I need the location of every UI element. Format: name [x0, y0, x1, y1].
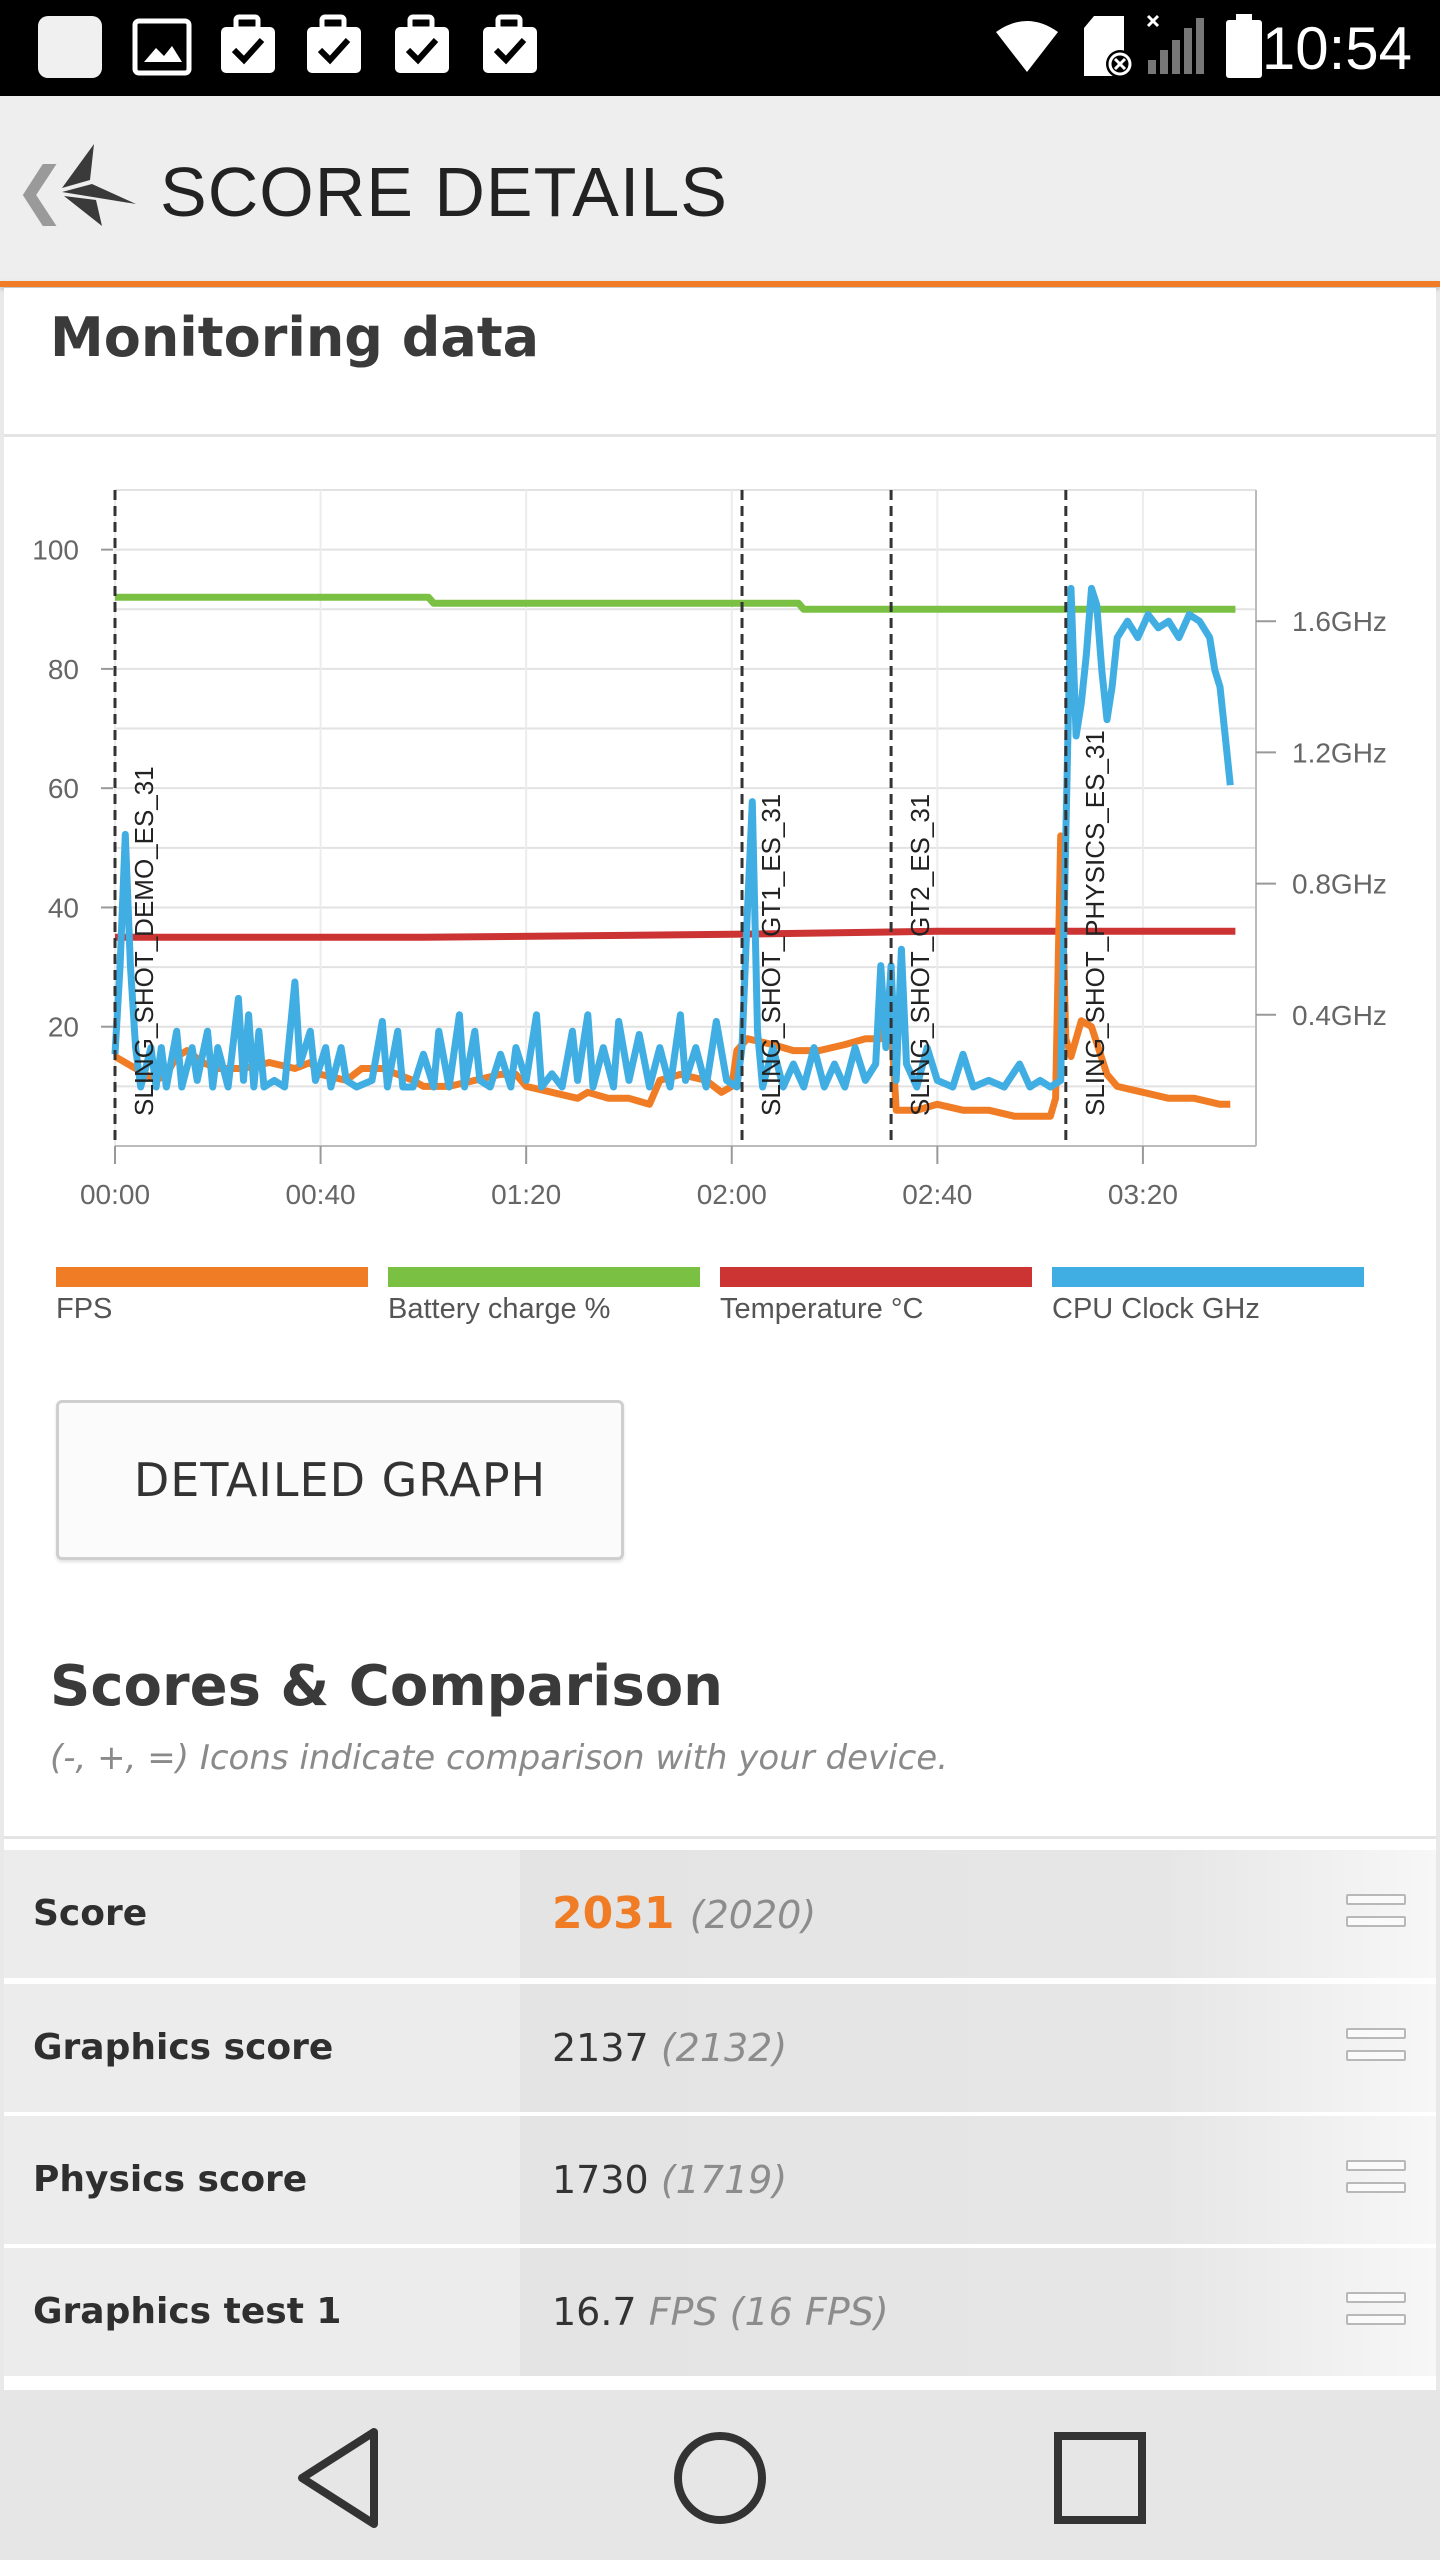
signal-icon [1146, 14, 1204, 74]
y-tick-label: 100 [32, 535, 79, 566]
y-right-tick-label: 1.6GHz [1292, 606, 1387, 637]
checked-briefcase-icon [483, 14, 537, 73]
wifi-icon [996, 21, 1058, 72]
score-row-label-cell [4, 2248, 520, 2376]
nav-home-icon[interactable] [660, 2418, 780, 2538]
nav-recents-icon[interactable] [1040, 2418, 1160, 2538]
scores-title: Scores & Comparison [50, 1654, 724, 1719]
detailed-graph-button[interactable]: DETAILED GRAPH [56, 1400, 624, 1560]
score-number: 16.7 [552, 2290, 637, 2334]
legend-item: Battery charge % [388, 1267, 700, 1326]
legend-label: FPS [56, 1293, 113, 1325]
score-reference: (2132) [660, 2026, 788, 2070]
battery-icon [1226, 14, 1262, 78]
legend-swatch [56, 1267, 368, 1287]
legend-label: Temperature °C [720, 1293, 924, 1325]
score-row-value-cell [520, 2116, 1436, 2244]
x-tick-label: 02:00 [697, 1179, 767, 1210]
x-tick-label: 00:00 [80, 1179, 150, 1210]
series-battery-charge [115, 593, 1236, 613]
image-icon [132, 18, 192, 76]
run-marker-label: SLING_SHOT_GT1_ES_31 [756, 794, 786, 1116]
score-value: 2031 (2020) [552, 1850, 816, 1978]
monitoring-title: Monitoring data [50, 306, 540, 369]
legend-label: Battery charge % [388, 1293, 611, 1325]
score-value: 16.7 FPS (16 FPS) [552, 2248, 889, 2376]
nav-back-icon[interactable] [282, 2418, 402, 2538]
score-row-value-cell [520, 1984, 1436, 2112]
checked-briefcase-icon [221, 14, 275, 73]
legend-swatch [388, 1267, 700, 1287]
app-square-icon [38, 16, 102, 78]
app-bar [0, 96, 1440, 282]
series-temperature-c [115, 927, 1236, 941]
equal-comparison-icon [1346, 1894, 1406, 1930]
run-marker-label: SLING_SHOT_PHYSICS_ES_31 [1080, 730, 1110, 1116]
score-reference: FPS (16 FPS) [648, 2290, 889, 2334]
score-reference: (2020) [689, 1893, 817, 1937]
score-number: 2031 [552, 1888, 675, 1939]
back-chevron-icon[interactable]: ❮ [14, 156, 66, 225]
app-bar-accent-line [0, 281, 1440, 287]
y-tick-label: 20 [48, 1012, 79, 1043]
score-name: Graphics test 1 [33, 2291, 342, 2332]
monitoring-chart: 20 40 60 80 100 00:00 00:40 01:20 02:00 02:40 03:2… [32, 489, 1387, 1210]
legend-item: CPU Clock GHz [1052, 1267, 1364, 1326]
x-tick-label: 01:20 [491, 1179, 561, 1210]
score-name: Score [33, 1893, 148, 1934]
x-tick-label: 02:40 [902, 1179, 972, 1210]
divider [4, 434, 1436, 437]
run-marker-label: SLING_SHOT_DEMO_ES_31 [129, 766, 159, 1116]
series-cpu-clock-ghz [111, 584, 1234, 1091]
equal-comparison-icon [1346, 2160, 1406, 2196]
status-bar: 10:54 [0, 0, 1440, 96]
y-right-tick-label: 0.4GHz [1292, 1000, 1387, 1031]
y-tick-label: 60 [48, 773, 79, 804]
legend-item: FPS [56, 1267, 368, 1326]
score-name: Physics score [33, 2159, 308, 2200]
score-row-label-cell [4, 1984, 520, 2112]
score-row[interactable]: Physics score 1730 (1719) [4, 2116, 1436, 2244]
legend-label: CPU Clock GHz [1052, 1293, 1260, 1325]
scores-subtitle: (-, +, =) Icons indicate comparison with… [50, 1738, 949, 1778]
score-value: 2137 (2132) [552, 1984, 787, 2112]
score-value: 1730 (1719) [552, 2116, 787, 2244]
score-reference: (1719) [660, 2158, 788, 2202]
y-right-tick-label: 0.8GHz [1292, 869, 1387, 900]
score-row-value-cell [520, 2248, 1436, 2376]
score-row-value-cell [520, 1850, 1436, 1978]
y-tick-label: 40 [48, 892, 79, 923]
score-row-label-cell [4, 2116, 520, 2244]
equal-comparison-icon [1346, 2028, 1406, 2064]
score-row[interactable]: Graphics score 2137 (2132) [4, 1984, 1436, 2112]
run-marker-label: SLING_SHOT_GT2_ES_31 [905, 794, 935, 1116]
divider [4, 1836, 1436, 1839]
x-tick-label: 03:20 [1108, 1179, 1178, 1210]
score-number: 1730 [552, 2158, 649, 2202]
page-title: SCORE DETAILS [160, 153, 728, 231]
legend-swatch [720, 1267, 1032, 1287]
legend-swatch [1052, 1267, 1364, 1287]
sd-card-icon [1084, 16, 1134, 78]
score-number: 2137 [552, 2026, 649, 2070]
y-right-tick-label: 1.2GHz [1292, 737, 1387, 768]
score-row[interactable]: Score 2031 (2020) [4, 1850, 1436, 1978]
checked-briefcase-icon [307, 14, 361, 73]
clock: 10:54 [1261, 15, 1412, 82]
equal-comparison-icon [1346, 2292, 1406, 2328]
y-tick-label: 80 [48, 654, 79, 685]
legend-item: Temperature °C [720, 1267, 1032, 1326]
score-name: Graphics score [33, 2027, 334, 2068]
app-logo-icon[interactable] [56, 140, 138, 230]
score-row[interactable]: Graphics test 1 16.7 FPS (16 FPS) [4, 2248, 1436, 2376]
navigation-bar [0, 2390, 1440, 2560]
x-tick-label: 00:40 [286, 1179, 356, 1210]
checked-briefcase-icon [395, 14, 449, 73]
score-row-label-cell [4, 1850, 520, 1978]
